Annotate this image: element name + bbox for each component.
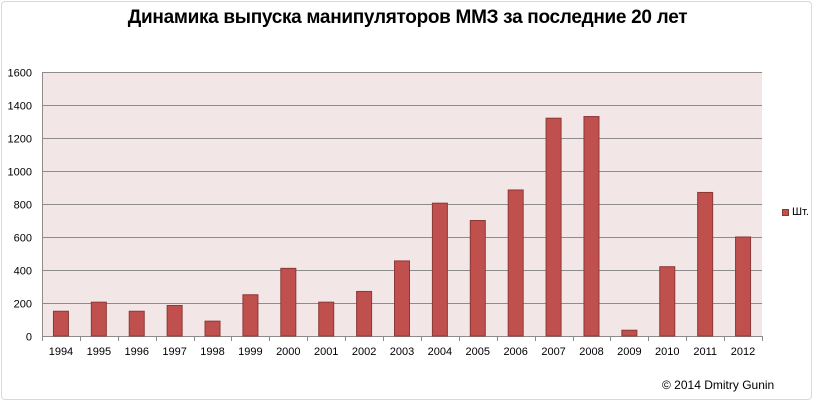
- bar: [90, 301, 107, 337]
- x-tick-label: 1994: [49, 346, 73, 358]
- y-tick-label: 1400: [8, 101, 32, 113]
- bar: [621, 329, 638, 337]
- x-tick-label: 2011: [693, 346, 717, 358]
- legend-label: Шт.: [792, 206, 809, 218]
- bar: [469, 220, 486, 337]
- bar: [659, 266, 676, 337]
- bar: [583, 116, 600, 337]
- bar: [697, 191, 714, 337]
- x-tick-label: 1998: [200, 346, 224, 358]
- x-tick-label: 2008: [579, 346, 603, 358]
- y-tick-label: 200: [14, 299, 32, 311]
- y-tick-label: 1000: [8, 167, 32, 179]
- bar: [204, 320, 221, 337]
- bar: [545, 117, 562, 337]
- y-tick-label: 1600: [8, 68, 32, 80]
- x-tick-label: 2003: [390, 346, 414, 358]
- chart-legend: Шт.: [782, 206, 809, 218]
- bar: [735, 236, 752, 337]
- bar: [128, 310, 145, 337]
- bar: [356, 290, 373, 337]
- x-tick-label: 2006: [503, 346, 527, 358]
- bar: [242, 294, 259, 337]
- bar: [394, 260, 410, 337]
- x-tick-label: 2012: [731, 346, 755, 358]
- y-tick-label: 800: [14, 200, 32, 212]
- bar: [318, 301, 335, 337]
- legend-swatch: [782, 208, 789, 216]
- x-tick-label: 2007: [541, 346, 565, 358]
- y-tick-label: 1200: [8, 134, 32, 146]
- x-tick-label: 1995: [87, 346, 111, 358]
- chart-title: Динамика выпуска манипуляторов ММЗ за по…: [127, 7, 688, 28]
- bar: [507, 189, 524, 337]
- y-tick-label: 0: [26, 332, 32, 344]
- y-tick-label: 600: [14, 233, 32, 245]
- x-tick-label: 2002: [352, 346, 376, 358]
- bar: [52, 310, 69, 337]
- x-tick-label: 2000: [276, 346, 300, 358]
- x-tick-label: 2001: [314, 346, 338, 358]
- x-tick-label: 1996: [124, 346, 148, 358]
- bar: [280, 267, 297, 337]
- bar: [166, 304, 183, 337]
- x-tick-label: 1997: [162, 346, 186, 358]
- copyright-text: © 2014 Dmitry Gunin: [662, 378, 775, 392]
- x-tick-label: 2010: [655, 346, 679, 358]
- bar: [431, 202, 448, 337]
- x-tick-label: 2004: [428, 346, 452, 358]
- y-tick-label: 400: [14, 266, 32, 278]
- x-tick-label: 1999: [238, 346, 262, 358]
- x-tick-label: 2009: [617, 346, 641, 358]
- x-tick-label: 2005: [466, 346, 490, 358]
